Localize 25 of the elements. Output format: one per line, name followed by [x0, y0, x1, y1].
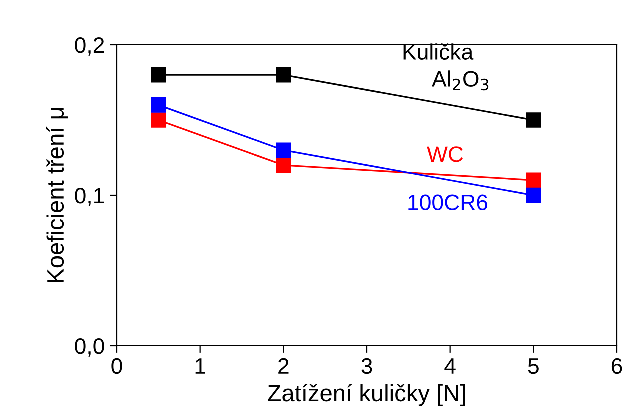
point: [151, 67, 166, 83]
y-axis-title: Koeficient tření μ: [46, 108, 68, 282]
point: [526, 188, 542, 204]
point: [526, 112, 542, 128]
legend-title: Kulička: [404, 44, 474, 60]
x-tick-label: 6: [612, 358, 622, 374]
x-tick-label: 4: [444, 358, 456, 374]
point: [276, 158, 292, 174]
series-label: 100CR6: [408, 194, 488, 210]
x-tick-label: 1: [196, 358, 206, 374]
x-tick-label: 5: [528, 358, 539, 374]
point: [526, 172, 542, 188]
y-tick-label: 0,2: [75, 38, 104, 56]
series-label: Al$_{2}$O$_{3}$: [432, 70, 489, 91]
point: [151, 112, 166, 128]
x-axis-title: Zatížení kuličky [N]: [268, 384, 466, 406]
y-tick-label: 0,0: [75, 338, 104, 357]
point: [276, 142, 292, 158]
x-tick-label: 2: [278, 358, 289, 374]
point: [276, 67, 292, 83]
x-tick-label: 0: [112, 358, 122, 374]
y-tick-label: 0,1: [75, 188, 104, 206]
x-tick-label: 3: [362, 358, 372, 374]
point: [151, 98, 166, 113]
series-label: WC: [427, 146, 464, 162]
